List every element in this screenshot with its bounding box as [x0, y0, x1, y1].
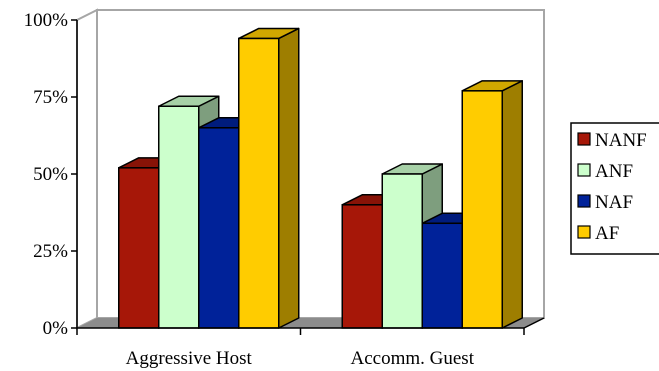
legend-label: ANF — [595, 161, 633, 182]
bar-front-face — [381, 173, 423, 329]
legend: NANF ANF NAF AF — [570, 122, 659, 255]
bar-af — [461, 80, 523, 329]
bar-side-face — [278, 27, 300, 329]
y-ticks: 0% 25% 50% 75% 100% — [24, 10, 77, 339]
bars-group — [118, 27, 523, 329]
legend-label: AF — [595, 223, 619, 244]
bar-front-face — [341, 204, 383, 329]
bar-side-face — [501, 80, 523, 329]
legend-swatch — [577, 163, 591, 177]
floor-edge — [523, 317, 545, 329]
legend-swatch — [577, 194, 591, 208]
bar-front-face — [118, 167, 160, 329]
y-tick-label: 25% — [33, 241, 68, 262]
bar-front-face — [158, 105, 200, 329]
bar-af — [238, 27, 300, 329]
legend-item-anf: ANF — [577, 161, 633, 182]
x-tick-label: Accomm. Guest — [351, 348, 475, 369]
side-wall — [76, 8, 98, 330]
x-ticks: Aggressive Host Accomm. Guest — [76, 328, 525, 369]
legend-label: NAF — [595, 192, 633, 213]
bar-front-face — [238, 37, 280, 329]
bar-front-face — [421, 222, 463, 329]
legend-swatch — [577, 132, 591, 146]
bar-front-face — [198, 127, 240, 329]
legend-item-af: AF — [577, 223, 619, 244]
y-tick-label: 50% — [33, 164, 68, 185]
legend-label: NANF — [595, 130, 647, 151]
legend-swatch — [577, 225, 591, 239]
legend-item-nanf: NANF — [577, 130, 647, 151]
y-tick-label: 75% — [33, 87, 68, 108]
bar-front-face — [461, 90, 503, 329]
y-tick-label: 100% — [24, 10, 69, 31]
x-tick-label: Aggressive Host — [126, 348, 253, 369]
axes: 0% 25% 50% 75% 100% Aggressive Host Accomm. G… — [24, 10, 545, 369]
y-tick-label: 0% — [43, 318, 69, 339]
legend-item-naf: NAF — [577, 192, 633, 213]
